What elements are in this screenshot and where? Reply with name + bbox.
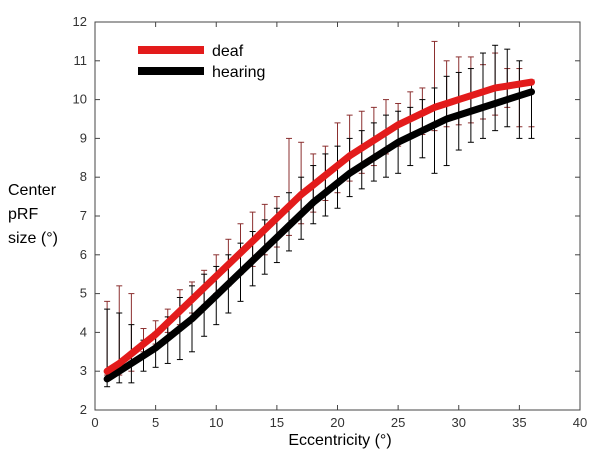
y-tick-label: 6	[80, 247, 87, 262]
series-line-deaf	[103, 78, 535, 375]
x-tick-label: 25	[391, 415, 405, 430]
x-tick-label: 30	[452, 415, 466, 430]
x-tick-label: 5	[152, 415, 159, 430]
y-tick-label: 4	[80, 324, 87, 339]
x-tick-label: 10	[209, 415, 223, 430]
y-tick-label: 2	[80, 402, 87, 417]
y-tick-label: 3	[80, 363, 87, 378]
legend-label-hearing: hearing	[212, 64, 265, 81]
x-tick-label: 20	[330, 415, 344, 430]
y-axis-label-line-2: pRF	[8, 206, 39, 223]
x-tick-label: 35	[512, 415, 526, 430]
y-tick-label: 12	[73, 14, 87, 29]
series-line-hearing	[103, 88, 535, 383]
y-axis-label-line-1: Center	[8, 182, 57, 199]
y-tick-label: 7	[80, 208, 87, 223]
x-tick-label: 40	[573, 415, 587, 430]
legend-label-deaf: deaf	[212, 43, 244, 60]
y-tick-label: 8	[80, 169, 87, 184]
y-tick-label: 9	[80, 130, 87, 145]
y-tick-label: 5	[80, 286, 87, 301]
x-tick-label: 15	[270, 415, 284, 430]
y-tick-label: 11	[74, 53, 88, 68]
x-tick-label: 0	[91, 415, 98, 430]
y-tick-label: 10	[73, 92, 87, 107]
x-axis-label: Eccentricity (°)	[288, 432, 392, 449]
y-axis-label-line-3: size (°)	[8, 230, 58, 247]
